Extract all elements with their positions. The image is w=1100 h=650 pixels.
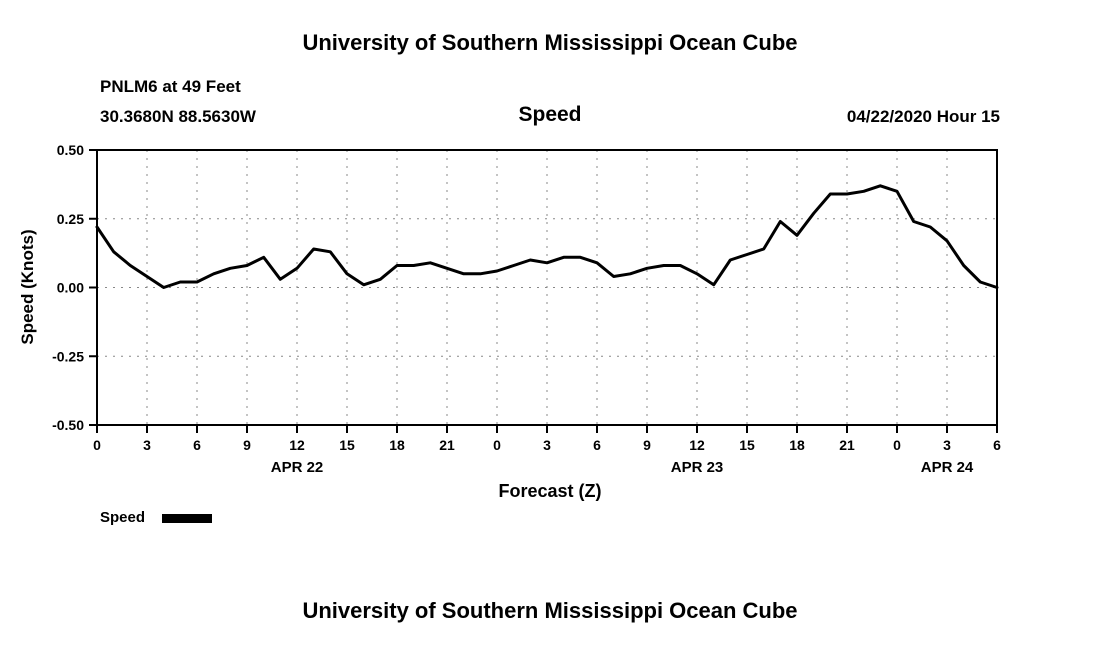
x-tick-label: 12 (689, 437, 705, 453)
page-title: University of Southern Mississippi Ocean… (302, 30, 798, 55)
y-tick-label: -0.25 (52, 348, 84, 364)
x-tick-label: 3 (543, 437, 551, 453)
coordinates-label: 30.3680N 88.5630W (100, 107, 256, 126)
date-label: APR 23 (671, 459, 724, 476)
y-tick-label: 0.50 (57, 142, 84, 158)
x-tick-label: 6 (993, 437, 1001, 453)
grid-lines (97, 150, 997, 425)
date-labels: APR 22 APR 23 APR 24 (271, 459, 974, 476)
x-tick-label: 6 (193, 437, 201, 453)
x-tick-label: 15 (339, 437, 355, 453)
tick-labels: 0 3 6 9 12 15 18 21 0 3 6 9 12 15 18 21 0 3 6 -0.50 -0.25 0.0… (52, 142, 1001, 453)
x-axis-label: Forecast (Z) (498, 481, 602, 501)
legend-line-swatch (162, 514, 212, 523)
x-tick-label: 0 (493, 437, 501, 453)
x-tick-label: 0 (893, 437, 901, 453)
x-tick-label: 15 (739, 437, 755, 453)
date-label: APR 24 (921, 459, 974, 476)
y-tick-label: 0.25 (57, 211, 84, 227)
y-axis-label: Speed (Knots) (18, 229, 37, 345)
x-tick-label: 18 (389, 437, 405, 453)
legend-label: Speed (100, 509, 146, 526)
chart-title: Speed (518, 103, 582, 126)
date-label: APR 22 (271, 459, 324, 476)
x-tick-label: 21 (439, 437, 455, 453)
datetime-label: 04/22/2020 Hour 15 (846, 107, 1000, 126)
speed-series-line (95, 184, 999, 289)
x-tick-label: 3 (943, 437, 951, 453)
x-tick-label: 9 (643, 437, 651, 453)
station-label: PNLM6 at 49 Feet (100, 77, 241, 96)
x-tick-label: 21 (839, 437, 855, 453)
x-tick-label: 6 (593, 437, 601, 453)
x-tick-label: 18 (789, 437, 805, 453)
y-tick-label: 0.00 (57, 280, 84, 296)
footer-title: University of Southern Mississippi Ocean… (302, 598, 798, 623)
x-tick-label: 3 (143, 437, 151, 453)
y-tick-label: -0.50 (52, 417, 84, 433)
x-tick-label: 9 (243, 437, 251, 453)
x-tick-label: 0 (93, 437, 101, 453)
x-tick-label: 12 (289, 437, 305, 453)
axis-ticks (89, 149, 998, 433)
